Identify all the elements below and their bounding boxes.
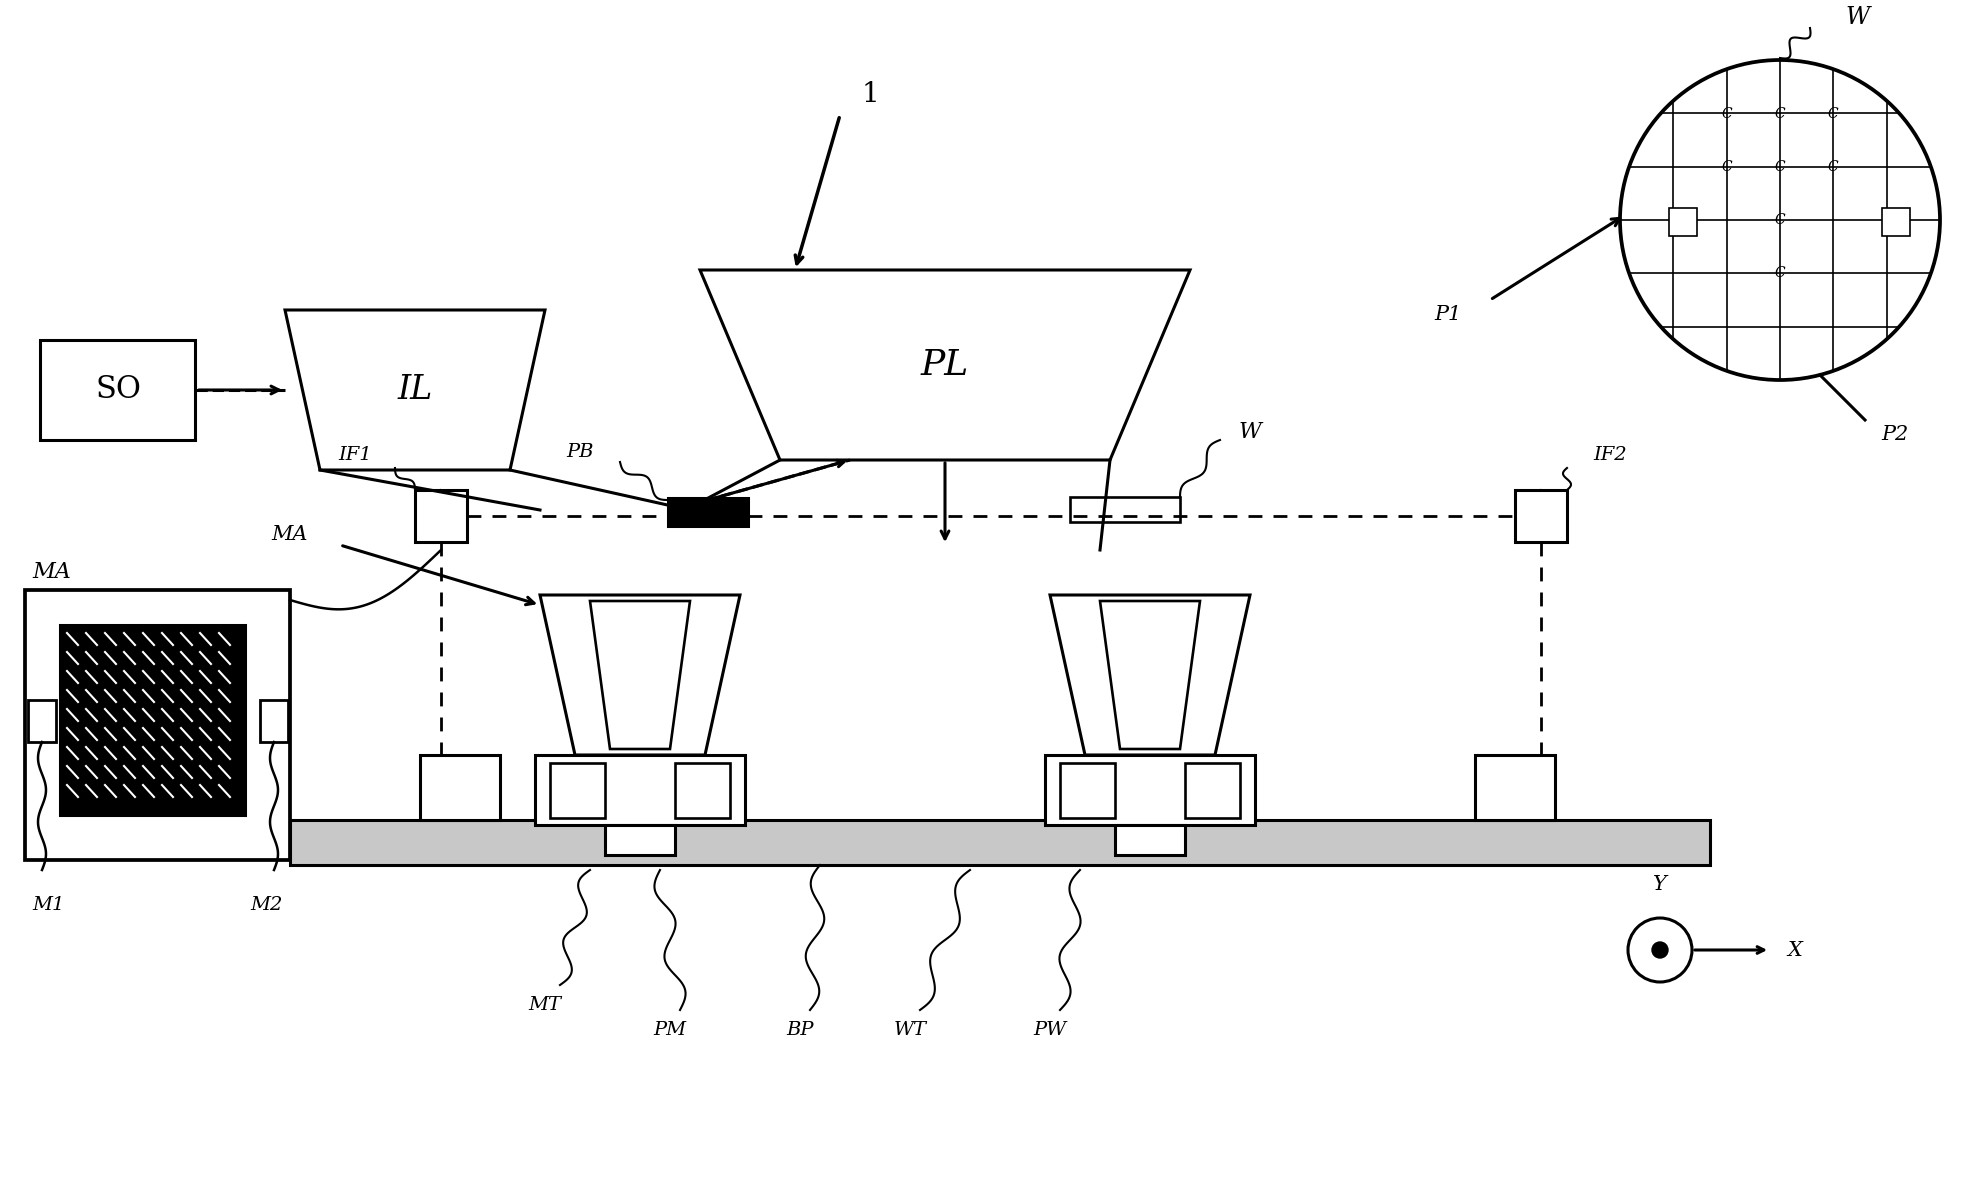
Polygon shape bbox=[1100, 601, 1199, 749]
Text: X: X bbox=[1788, 941, 1802, 960]
Bar bbox=[1045, 755, 1255, 825]
Text: PM: PM bbox=[654, 1021, 686, 1039]
Circle shape bbox=[1627, 918, 1693, 982]
Circle shape bbox=[1619, 60, 1940, 380]
Text: C: C bbox=[1774, 160, 1786, 174]
Bar bbox=[28, 700, 55, 742]
Polygon shape bbox=[539, 595, 739, 755]
Text: C: C bbox=[1827, 160, 1839, 174]
Bar bbox=[40, 340, 194, 440]
Text: IF2: IF2 bbox=[1594, 446, 1627, 465]
Polygon shape bbox=[700, 270, 1189, 460]
Circle shape bbox=[1653, 942, 1669, 957]
Bar bbox=[549, 763, 605, 818]
Text: C: C bbox=[1774, 213, 1786, 228]
Text: IL: IL bbox=[396, 374, 432, 406]
Text: W: W bbox=[1239, 421, 1261, 443]
Bar bbox=[535, 755, 745, 825]
Text: WT: WT bbox=[894, 1021, 926, 1039]
Bar bbox=[676, 763, 729, 818]
Text: C: C bbox=[1827, 107, 1839, 121]
Bar bbox=[1116, 825, 1185, 856]
Bar bbox=[414, 491, 468, 542]
Text: BP: BP bbox=[787, 1021, 815, 1039]
Bar bbox=[1669, 209, 1697, 236]
Polygon shape bbox=[1050, 595, 1251, 755]
Bar bbox=[289, 820, 1710, 865]
Text: M2: M2 bbox=[250, 896, 281, 914]
Text: PB: PB bbox=[567, 443, 595, 461]
Bar bbox=[1475, 755, 1556, 820]
Text: SO: SO bbox=[95, 374, 141, 405]
Text: C: C bbox=[1722, 107, 1732, 121]
Text: PL: PL bbox=[922, 348, 969, 382]
Bar bbox=[668, 498, 747, 526]
Polygon shape bbox=[285, 310, 545, 470]
Text: MA: MA bbox=[32, 561, 71, 583]
Text: W: W bbox=[1845, 6, 1871, 30]
Bar bbox=[260, 700, 287, 742]
Bar bbox=[1070, 497, 1179, 523]
Text: C: C bbox=[1722, 160, 1732, 174]
Bar bbox=[420, 755, 499, 820]
Bar bbox=[26, 590, 289, 860]
Text: MT: MT bbox=[529, 997, 561, 1014]
Text: C: C bbox=[1774, 265, 1786, 280]
Bar bbox=[1514, 491, 1568, 542]
Bar bbox=[1883, 209, 1911, 236]
Text: IF1: IF1 bbox=[339, 446, 373, 465]
Text: M1: M1 bbox=[32, 896, 63, 914]
Text: PW: PW bbox=[1033, 1021, 1066, 1039]
Polygon shape bbox=[591, 601, 690, 749]
Text: MA: MA bbox=[272, 525, 309, 544]
Text: C: C bbox=[1774, 107, 1786, 121]
Text: P2: P2 bbox=[1881, 425, 1909, 444]
Bar bbox=[59, 624, 246, 815]
Bar bbox=[605, 825, 676, 856]
Bar bbox=[1185, 763, 1241, 818]
Text: Y: Y bbox=[1653, 876, 1667, 895]
Text: 1: 1 bbox=[860, 82, 878, 109]
Bar bbox=[59, 624, 246, 815]
Text: P1: P1 bbox=[1435, 306, 1461, 325]
Bar bbox=[1060, 763, 1116, 818]
